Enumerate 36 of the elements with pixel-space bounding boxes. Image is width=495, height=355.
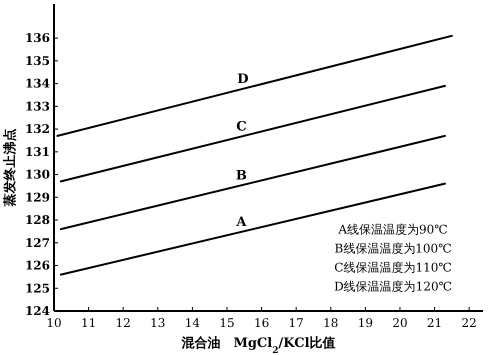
y-tick-label: 130	[24, 168, 50, 182]
series-label: C	[236, 119, 247, 134]
series-label: B	[236, 168, 247, 184]
y-axis-title: 蒸发终止沸点	[2, 128, 18, 208]
y-tick-label: 128	[24, 213, 50, 228]
x-tick-label: 15	[219, 316, 235, 330]
y-tick-label: 133	[24, 99, 50, 114]
x-axis-title: 混合油 MgCl$_{2}$/KCl比值	[180, 335, 336, 355]
y-tick-label: 136	[24, 31, 50, 46]
y-tick-label: 126	[24, 258, 50, 273]
y-tick-label: 127	[24, 236, 50, 250]
annotation: A线保温温度为90℃	[337, 222, 448, 237]
y-tick-label: 135	[24, 54, 50, 68]
y-tick-label: 131	[24, 144, 50, 159]
annotation: B线保温温度为100℃	[334, 242, 452, 256]
y-tick-label: 132	[24, 122, 50, 136]
y-tick-label: 134	[24, 76, 50, 91]
x-tick-label: 11	[80, 316, 96, 330]
x-tick-label: 18	[323, 316, 338, 330]
x-tick-label: 20	[392, 316, 408, 330]
y-tick-label: 129	[24, 190, 50, 204]
annotation: C线保温温度为110℃	[334, 260, 452, 275]
x-tick-label: 13	[150, 316, 166, 330]
x-tick-label: 12	[116, 316, 131, 330]
series-label: A	[235, 214, 248, 230]
y-tick-label: 124	[24, 304, 50, 318]
x-tick-label: 10	[46, 316, 62, 330]
annotation: D线保温温度为120℃	[334, 280, 452, 294]
series-label: D	[237, 72, 248, 87]
x-tick-label: 14	[184, 316, 200, 330]
x-tick-label: 22	[462, 316, 477, 330]
x-tick-label: 17	[288, 316, 304, 330]
x-tick-label: 19	[358, 316, 374, 330]
x-tick-label: 21	[426, 316, 442, 330]
x-tick-label: 16	[254, 316, 270, 330]
y-tick-label: 125	[24, 281, 50, 296]
